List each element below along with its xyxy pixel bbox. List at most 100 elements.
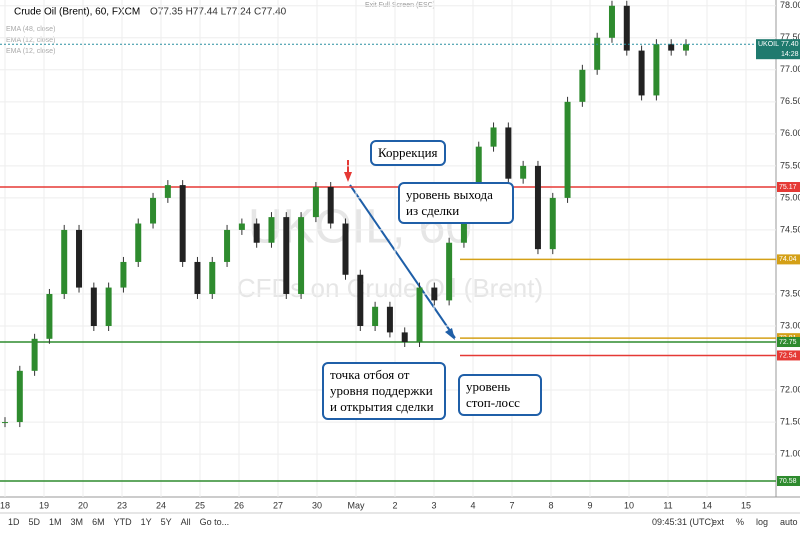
candle [150,197,157,224]
clock: 09:45:31 (UTC) [652,517,715,527]
y-tick-label: 75.50 [780,160,800,170]
candle [416,287,423,343]
button[interactable]: 1D [8,517,20,527]
y-tick-label: 78.00 [780,0,800,10]
button[interactable]: log [756,517,769,527]
y-tick-label: 73.50 [780,288,800,298]
button[interactable]: ext [712,517,725,527]
indicator: EMA (48, close) [6,26,55,33]
candle [357,274,364,326]
y-tick-label: 75.00 [780,192,800,202]
level-label: 72.75 [779,339,797,346]
candle [638,50,645,96]
arrow [349,184,456,339]
indicator[interactable]: EMA (12, close) [6,48,55,55]
arrowhead [344,172,352,182]
last-symbol: UKOIL [758,41,779,48]
button[interactable]: YTD [113,517,132,527]
candle [135,223,142,262]
x-tick-label: 18 [0,500,10,510]
candle [520,165,527,179]
candle [120,261,127,288]
note: уровень стоп-лосс [458,374,542,416]
candle [224,229,231,262]
indicator: EMA (12, close) [6,37,55,44]
button[interactable]: auto [780,517,798,527]
y-tick-label: 74.50 [780,224,800,234]
level-tag [777,254,800,265]
y-tick-label: 71.00 [780,448,800,458]
level-tag [777,475,800,486]
candle [179,185,186,262]
x-tick-label: 25 [195,500,205,510]
button[interactable]: % [736,517,745,527]
x-tick-label: 8 [548,500,553,510]
button[interactable]: 1M [49,517,62,527]
button[interactable]: 5Y [160,517,172,527]
candle [46,293,53,339]
button[interactable]: 3M [70,517,84,527]
x-tick-label: 3 [431,500,436,510]
x-tick-label: 9 [587,500,592,510]
y-tick-label: 77.00 [780,64,800,74]
button[interactable]: 6M [92,517,105,527]
x-tick-label: 11 [663,500,672,510]
x-tick-label: 15 [741,500,751,510]
y-tick-label: 76.50 [780,96,800,106]
x-tick-label: 19 [39,500,49,510]
button[interactable]: 5D [28,517,41,527]
candle [31,338,38,371]
candle [505,127,512,179]
arrowhead [445,328,455,340]
x-tick-label: May [347,500,365,510]
x-tick-label: 14 [702,500,712,510]
level-tag [777,350,800,361]
candle [209,261,216,294]
candle [372,306,379,326]
candle [342,223,349,275]
candle [446,242,453,301]
button[interactable]: Go to... [199,517,230,527]
options: ext% log auto [712,517,798,527]
last-label: 77.40 [781,41,799,48]
note: уровень выхода из сделки [398,182,514,224]
candle [653,44,660,96]
candle [90,287,97,326]
candle [253,223,260,243]
x-tick-label: 10 [624,500,634,510]
button[interactable]: 1Y [140,517,152,527]
note: Коррекция [370,140,446,166]
candle [668,44,675,51]
level-tag [777,182,800,193]
candle [238,223,245,230]
level-tag [777,337,800,348]
candle [76,229,83,288]
candle [298,217,305,294]
candle [475,146,482,198]
symbol: Crude Oil (Brent), 60, FXCM [14,7,140,18]
last-time: 14:28 [781,51,799,58]
y-tick-label: 72.00 [780,384,800,394]
candle [283,217,290,294]
button[interactable]: All [180,517,191,527]
candle [164,185,171,198]
level-label: 74.04 [779,256,797,263]
candle [623,5,630,51]
y-tick-label: 73.00 [780,320,800,330]
x-tick-label: 23 [117,500,127,510]
watermark: CFDs on Crude Oil (Brent) [237,273,543,303]
x-tick-label: 30 [312,500,322,510]
candle [16,370,23,423]
candle [549,197,556,250]
x-tick-label: 24 [156,500,166,510]
x-tick-label: 20 [78,500,88,510]
candle [2,422,8,424]
candle [490,127,497,147]
candle [61,229,68,294]
x-tick-label: 7 [509,500,514,510]
x-tick-label: 2 [392,500,397,510]
candle [268,217,275,243]
